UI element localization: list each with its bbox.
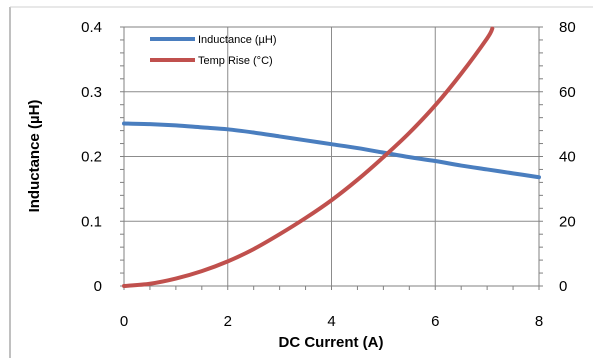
- x-tick-label: 8: [535, 313, 543, 330]
- y2-tick-label: 80: [559, 19, 576, 36]
- x-tick-label: 2: [224, 313, 232, 330]
- y-axis-title: Inductance (µH): [26, 100, 43, 213]
- series-line-temp-rise: [122, 26, 495, 288]
- legend-label-inductance: Inductance (µH): [198, 34, 276, 46]
- x-axis-title: DC Current (A): [279, 334, 384, 351]
- y-tick-label: 0.1: [81, 213, 102, 230]
- legend-label-temp-rise: Temp Rise (°C): [198, 55, 273, 67]
- y-tick-label: 0.3: [81, 84, 102, 101]
- y2-tick-label: 40: [559, 149, 576, 166]
- y-tick-label: 0.2: [81, 149, 102, 166]
- y2-tick-label: 20: [559, 213, 576, 230]
- x-tick-label: 0: [120, 313, 128, 330]
- y-tick-label: 0: [94, 278, 102, 295]
- y2-tick-label: 0: [559, 278, 567, 295]
- series-lines: [122, 26, 541, 288]
- x-tick-label: 4: [327, 313, 335, 330]
- legend: Inductance (µH) Temp Rise (°C): [150, 34, 276, 67]
- y2-tick-label: 60: [559, 84, 576, 101]
- y-tick-label: 0.4: [81, 19, 102, 36]
- tick-marks: [120, 26, 543, 290]
- series-line-inductance: [122, 121, 541, 180]
- grid: [124, 27, 539, 286]
- x-tick-label: 6: [431, 313, 439, 330]
